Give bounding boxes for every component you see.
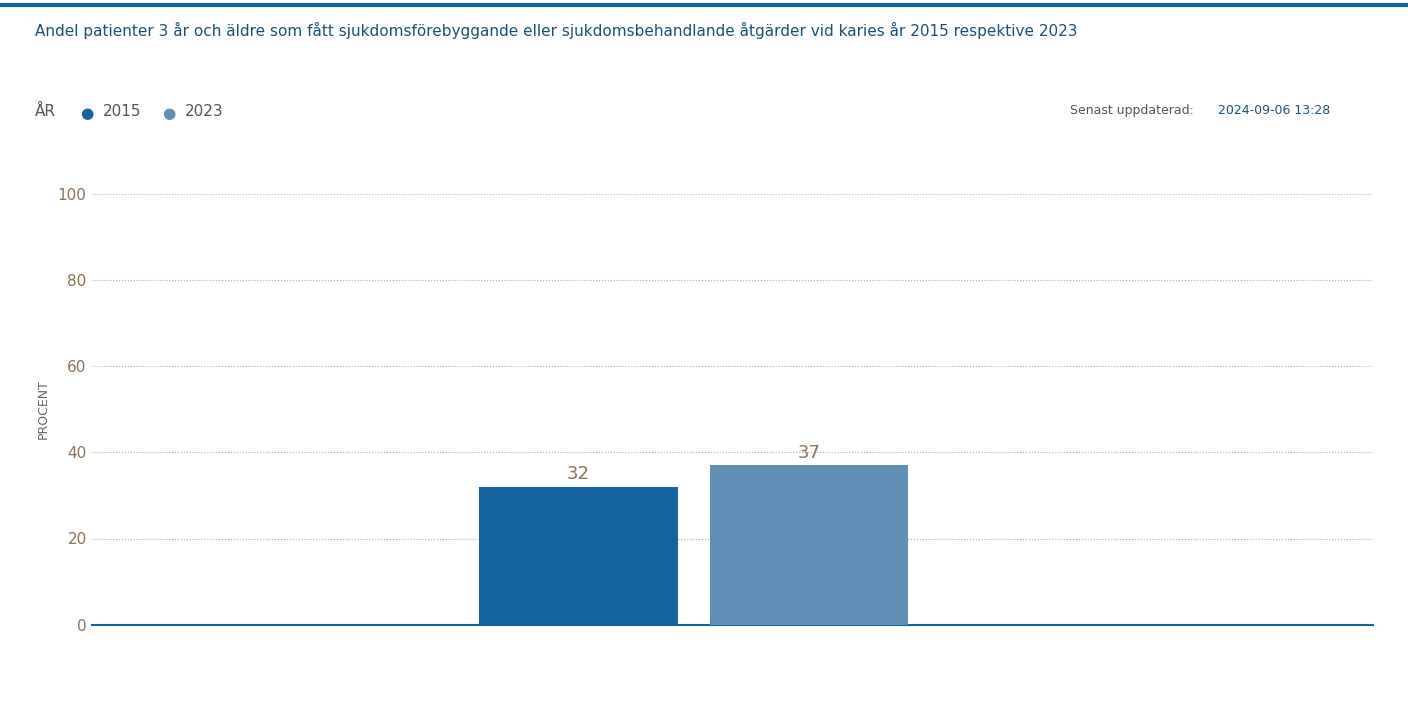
Text: ÅR: ÅR: [35, 104, 56, 119]
Text: Senast uppdaterad:: Senast uppdaterad:: [1070, 104, 1194, 117]
Text: 2023: 2023: [184, 104, 222, 119]
Text: 32: 32: [567, 465, 590, 483]
Y-axis label: PROCENT: PROCENT: [37, 379, 49, 439]
Text: ●: ●: [80, 106, 93, 121]
Bar: [479, 487, 677, 625]
Bar: [710, 465, 908, 625]
Text: Andel patienter 3 år och äldre som fått sjukdomsförebyggande eller sjukdomsbehan: Andel patienter 3 år och äldre som fått …: [35, 22, 1077, 39]
Text: 2024-09-06 13:28: 2024-09-06 13:28: [1218, 104, 1331, 117]
Text: ●: ●: [162, 106, 175, 121]
Text: 37: 37: [797, 444, 821, 462]
Text: 2015: 2015: [103, 104, 141, 119]
